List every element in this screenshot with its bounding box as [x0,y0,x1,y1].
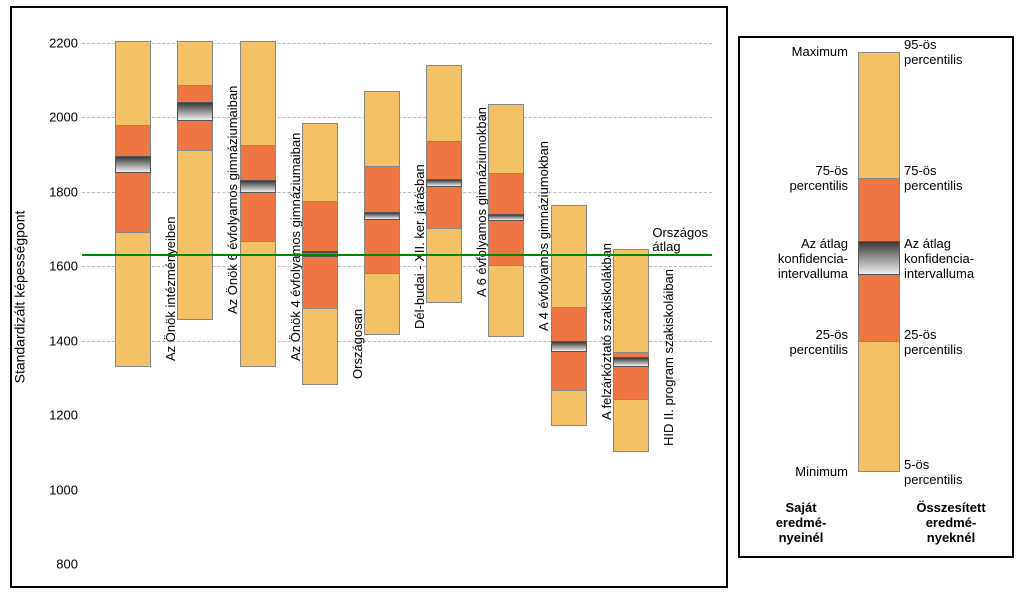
legend-left-label: Az átlagkonfidencia-intervalluma [748,237,848,282]
legend-left-label: 75-öspercentilis [748,164,848,194]
legend-right-label: 75-öspercentilis [904,164,1004,194]
category-label: HID II. program szakiskoláiban [661,269,676,446]
y-tick: 1600 [42,259,78,274]
mean-ci-box [551,341,587,352]
legend-left-label: Maximum [748,45,848,60]
mean-ci-box [240,180,276,193]
y-tick: 2200 [42,35,78,50]
legend-left-label: Minimum [748,465,848,480]
iqr-box [364,166,400,274]
chart-frame: Standardizált képességpont 8001000120014… [10,6,728,588]
category-label: Dél-budai - XII. ker. járásban [412,164,427,329]
mean-ci-box [364,212,400,219]
category-label: A felzárkóztató szakiskolákban [599,243,614,420]
mean-ci-box [613,357,649,366]
mean-ci-box [426,179,462,188]
y-tick: 1200 [42,408,78,423]
page-root: Standardizált képességpont 8001000120014… [0,0,1024,597]
mean-ci-box [115,156,151,173]
y-axis-label: Standardizált képességpont [4,8,34,586]
category-label: Országosan [350,309,365,379]
legend-right-label: Az átlagkonfidencia-intervalluma [904,237,1004,282]
plot-area: 8001000120014001600180020002200Az Önök i… [82,24,712,564]
whisker-box [177,41,213,320]
category-label: Az Önök 4 évfolyamos gimnáziumaiban [288,132,303,360]
iqr-box [240,145,276,242]
legend-left-label: 25-öspercentilis [748,328,848,358]
legend-right-label: 95-öspercentilis [904,38,1004,68]
y-tick: 1000 [42,482,78,497]
category-label: A 6 évfolyamos gimnáziumokban [474,107,489,297]
category-label: Az Önök intézményeiben [163,216,178,361]
y-tick: 1800 [42,184,78,199]
legend-bottom-left: Sajáteredmé-nyeinél [746,501,856,546]
category-label: Az Önök 6 évfolyamos gimnáziumaiban [225,86,240,314]
national-avg-label: Országosátlag [652,226,708,255]
legend-mean-ci-box [858,241,900,275]
y-tick: 800 [42,557,78,572]
legend-bar [858,52,900,472]
mean-ci-box [177,102,213,121]
legend-bottom-right: Összesítetteredmé-nyeknél [896,501,1006,546]
y-axis-label-text: Standardizált képességpont [11,211,27,384]
iqr-box [115,125,151,233]
y-tick: 2000 [42,110,78,125]
national-avg-line [82,254,712,256]
legend-frame: Maximum 75-öspercentilis Az átlagkonfidenc… [738,36,1014,558]
y-tick: 1400 [42,333,78,348]
mean-ci-box [488,214,524,221]
legend-right-label: 5-öspercentilis [904,458,1004,488]
category-label: A 4 évfolyamos gimnáziumokban [536,141,551,331]
legend-right-label: 25-öspercentilis [904,328,1004,358]
